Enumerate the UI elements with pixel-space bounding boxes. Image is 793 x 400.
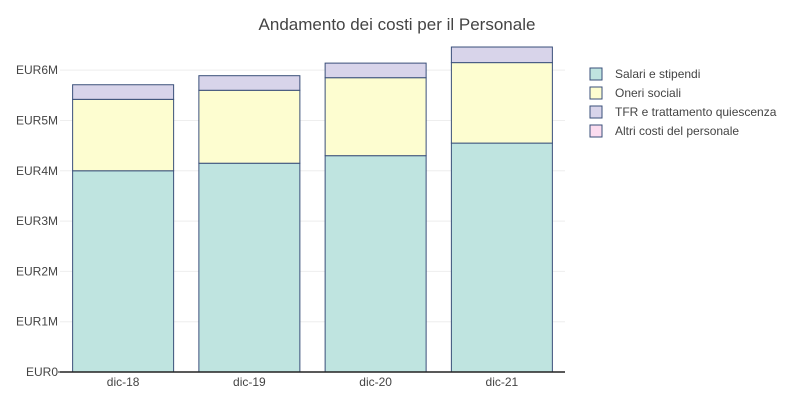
y-tick-label: EUR4M [16,164,58,178]
bar-segment[interactable] [72,98,175,172]
bar-segment[interactable] [450,46,553,64]
y-tick-label: EUR5M [16,113,58,127]
bar-segment[interactable] [324,77,427,157]
bar-segment[interactable] [324,62,427,79]
legend-item[interactable]: Oneri sociali [589,86,681,100]
legend-swatch [589,86,603,100]
legend-swatch [589,67,603,81]
legend-item[interactable]: Salari e stipendi [589,67,700,81]
legend-item[interactable]: TFR e trattamento quiescenza [589,105,777,119]
bar-segment[interactable] [72,84,175,100]
bar-segment[interactable] [198,75,301,91]
legend-swatch [589,105,603,119]
y-tick-label: EUR1M [16,315,58,329]
legend[interactable]: Salari e stipendi Oneri sociali TFR e trat… [589,67,777,138]
bar-segment[interactable] [450,142,553,373]
legend-label: Altri costi del personale [615,124,739,138]
bar-segment[interactable] [198,162,301,373]
x-tick-label: dic-19 [233,375,266,389]
y-tick-label: EUR2M [16,264,58,278]
x-tick-label: dic-21 [486,375,519,389]
y-axis: EUR0 EUR1M EUR2M EUR3M EUR4M EUR5M EUR6M [16,63,60,379]
bar-segment[interactable] [72,170,175,373]
legend-label: TFR e trattamento quiescenza [615,105,777,119]
legend-label: Oneri sociali [615,86,681,100]
y-tick-label: EUR0 [26,365,58,379]
y-tick-label: EUR6M [16,63,58,77]
legend-swatch [589,124,603,138]
chart-title: Andamento dei costi per il Personale [259,15,536,34]
bar-segment[interactable] [324,155,427,373]
x-tick-label: dic-18 [107,375,140,389]
bar-segment[interactable] [198,89,301,164]
legend-item[interactable]: Altri costi del personale [589,124,739,138]
bars [72,46,553,373]
legend-label: Salari e stipendi [615,67,700,81]
x-axis: dic-18 dic-19 dic-20 dic-21 [107,375,519,389]
bar-segment[interactable] [450,62,553,144]
y-tick-label: EUR3M [16,214,58,228]
x-tick-label: dic-20 [359,375,392,389]
